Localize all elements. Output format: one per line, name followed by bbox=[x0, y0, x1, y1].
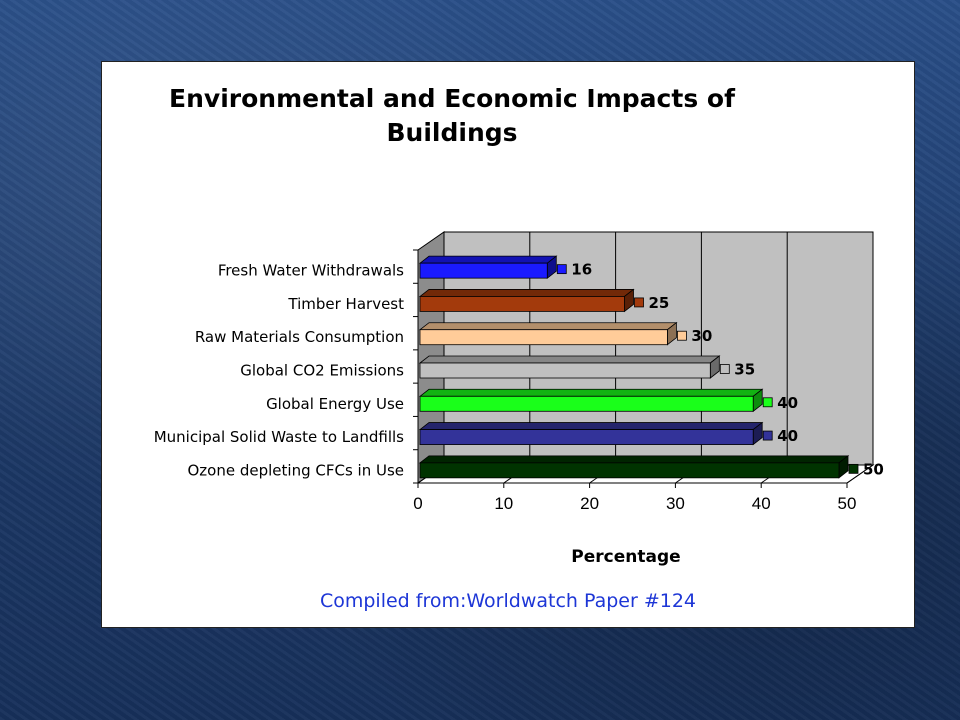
bar bbox=[419, 429, 754, 445]
y-tick-label: Global CO2 Emissions bbox=[240, 362, 404, 380]
bar-top bbox=[418, 289, 635, 297]
x-tick-label: 20 bbox=[580, 494, 599, 513]
bar-top bbox=[418, 388, 764, 397]
bar-chart: 0 10 20 30 40 50 16 Fresh Water Withdrawals 25 Ti… bbox=[154, 231, 884, 567]
data-label-key bbox=[677, 330, 687, 341]
slide-frame: Environmental and Economic Impacts of Bu… bbox=[101, 61, 915, 628]
x-tick-label: 30 bbox=[666, 494, 685, 513]
bar bbox=[419, 262, 548, 279]
bar bbox=[419, 362, 711, 379]
x-axis-label: Percentage bbox=[571, 547, 680, 567]
x-tick-label: 0 bbox=[413, 494, 422, 513]
y-tick-label: Timber Harvest bbox=[287, 295, 404, 313]
bar-top bbox=[418, 355, 721, 364]
bar-top bbox=[418, 322, 678, 331]
chart-title-line-1: Environmental and Economic Impacts of bbox=[169, 84, 735, 113]
chart-title-line-2: Buildings bbox=[386, 118, 518, 147]
data-label-key bbox=[556, 264, 567, 275]
y-tick-label: Municipal Solid Waste to Landfills bbox=[154, 428, 404, 446]
data-label-key bbox=[719, 364, 730, 374]
data-label-key bbox=[848, 463, 859, 474]
bar-top bbox=[418, 422, 764, 430]
data-label: 40 bbox=[777, 394, 798, 412]
data-label: 30 bbox=[691, 327, 712, 345]
y-tick-label: Global Energy Use bbox=[266, 395, 404, 413]
x-tick-label: 40 bbox=[752, 494, 771, 513]
source-caption: Compiled from:Worldwatch Paper #124 bbox=[319, 590, 697, 612]
bar-top bbox=[418, 455, 850, 464]
y-tick-label: Ozone depleting CFCs in Use bbox=[188, 461, 405, 479]
data-label-key bbox=[634, 297, 644, 308]
bar-top bbox=[418, 255, 558, 264]
y-tick-label: Fresh Water Withdrawals bbox=[218, 262, 404, 280]
labels-layer: 0 10 20 30 40 50 16 Fresh Water Withdrawals 25 Ti… bbox=[154, 261, 884, 513]
data-label: 16 bbox=[571, 261, 592, 279]
data-label-key bbox=[762, 430, 773, 441]
bars-layer bbox=[418, 255, 859, 479]
data-label: 50 bbox=[863, 460, 884, 478]
bar bbox=[419, 462, 840, 479]
bar bbox=[419, 395, 754, 412]
data-label-key bbox=[762, 397, 773, 408]
data-label: 25 bbox=[649, 294, 670, 312]
chart-title: Environmental and Economic Impacts of Bu… bbox=[102, 82, 802, 150]
x-tick-label: 10 bbox=[494, 494, 513, 513]
floor-line-50 bbox=[846, 464, 874, 484]
x-tick-label: 50 bbox=[838, 494, 857, 513]
data-label: 40 bbox=[777, 427, 798, 445]
bar bbox=[419, 296, 625, 312]
bar bbox=[419, 329, 668, 346]
data-label: 35 bbox=[734, 361, 755, 379]
y-tick-label: Raw Materials Consumption bbox=[195, 328, 404, 346]
